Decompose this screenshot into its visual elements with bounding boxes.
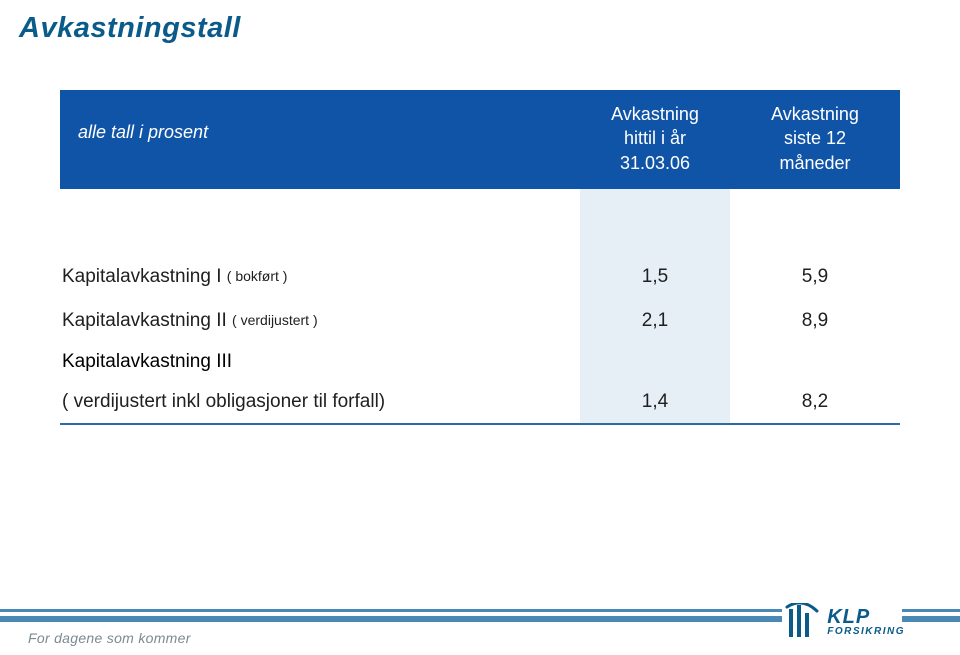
table-row: Kapitalavkastning III	[60, 343, 900, 381]
row1-val1: 1,5	[580, 255, 730, 299]
page-title: Avkastningstall	[19, 12, 241, 45]
col1-line1: Avkastning	[611, 104, 699, 124]
klp-logo: KLP FORSIKRING	[785, 603, 905, 641]
table-header-row: alle tall i prosent Avkastning hittil i …	[60, 90, 900, 189]
row3-val1: 1,4	[580, 381, 730, 423]
column-header-1: Avkastning hittil i år 31.03.06	[580, 90, 730, 189]
logo-line2: FORSIKRING	[827, 627, 905, 637]
row1-val2: 5,9	[730, 266, 900, 288]
col2-line3: måneder	[779, 153, 850, 173]
table-row: Kapitalavkastning I ( bokført ) 1,5 5,9	[60, 255, 900, 299]
row1-main: Kapitalavkastning I	[62, 266, 227, 287]
row1-label: Kapitalavkastning I ( bokført )	[60, 266, 580, 288]
col2-line2: siste 12	[784, 128, 846, 148]
row2-label: Kapitalavkastning II ( verdijustert )	[60, 310, 580, 332]
column-header-2: Avkastning siste 12 måneder	[730, 90, 900, 189]
logo-line1: KLP	[827, 607, 905, 627]
col1-line3: 31.03.06	[620, 153, 690, 173]
row2-main: Kapitalavkastning II	[62, 310, 232, 331]
row3-sub: ( verdijustert inkl obligasjoner til for…	[60, 391, 580, 413]
row2-sub: ( verdijustert )	[232, 312, 318, 328]
table-row: ( verdijustert inkl obligasjoner til for…	[60, 381, 900, 425]
footer-tagline: For dagene som kommer	[28, 630, 191, 646]
returns-table: alle tall i prosent Avkastning hittil i …	[60, 90, 900, 425]
col2-line1: Avkastning	[771, 104, 859, 124]
row1-sub: ( bokført )	[227, 268, 288, 284]
row2-val1: 2,1	[580, 299, 730, 343]
table-gap	[60, 189, 900, 255]
row3-main: Kapitalavkastning III	[60, 343, 580, 381]
row3-val2: 8,2	[730, 391, 900, 413]
logo-mark-icon	[785, 603, 819, 641]
table-row: Kapitalavkastning II ( verdijustert ) 2,…	[60, 299, 900, 343]
col1-line2: hittil i år	[624, 128, 686, 148]
row2-val2: 8,9	[730, 310, 900, 332]
row-header-label: alle tall i prosent	[60, 90, 580, 189]
footer: For dagene som kommer KLP FORSIKRING	[0, 581, 960, 655]
